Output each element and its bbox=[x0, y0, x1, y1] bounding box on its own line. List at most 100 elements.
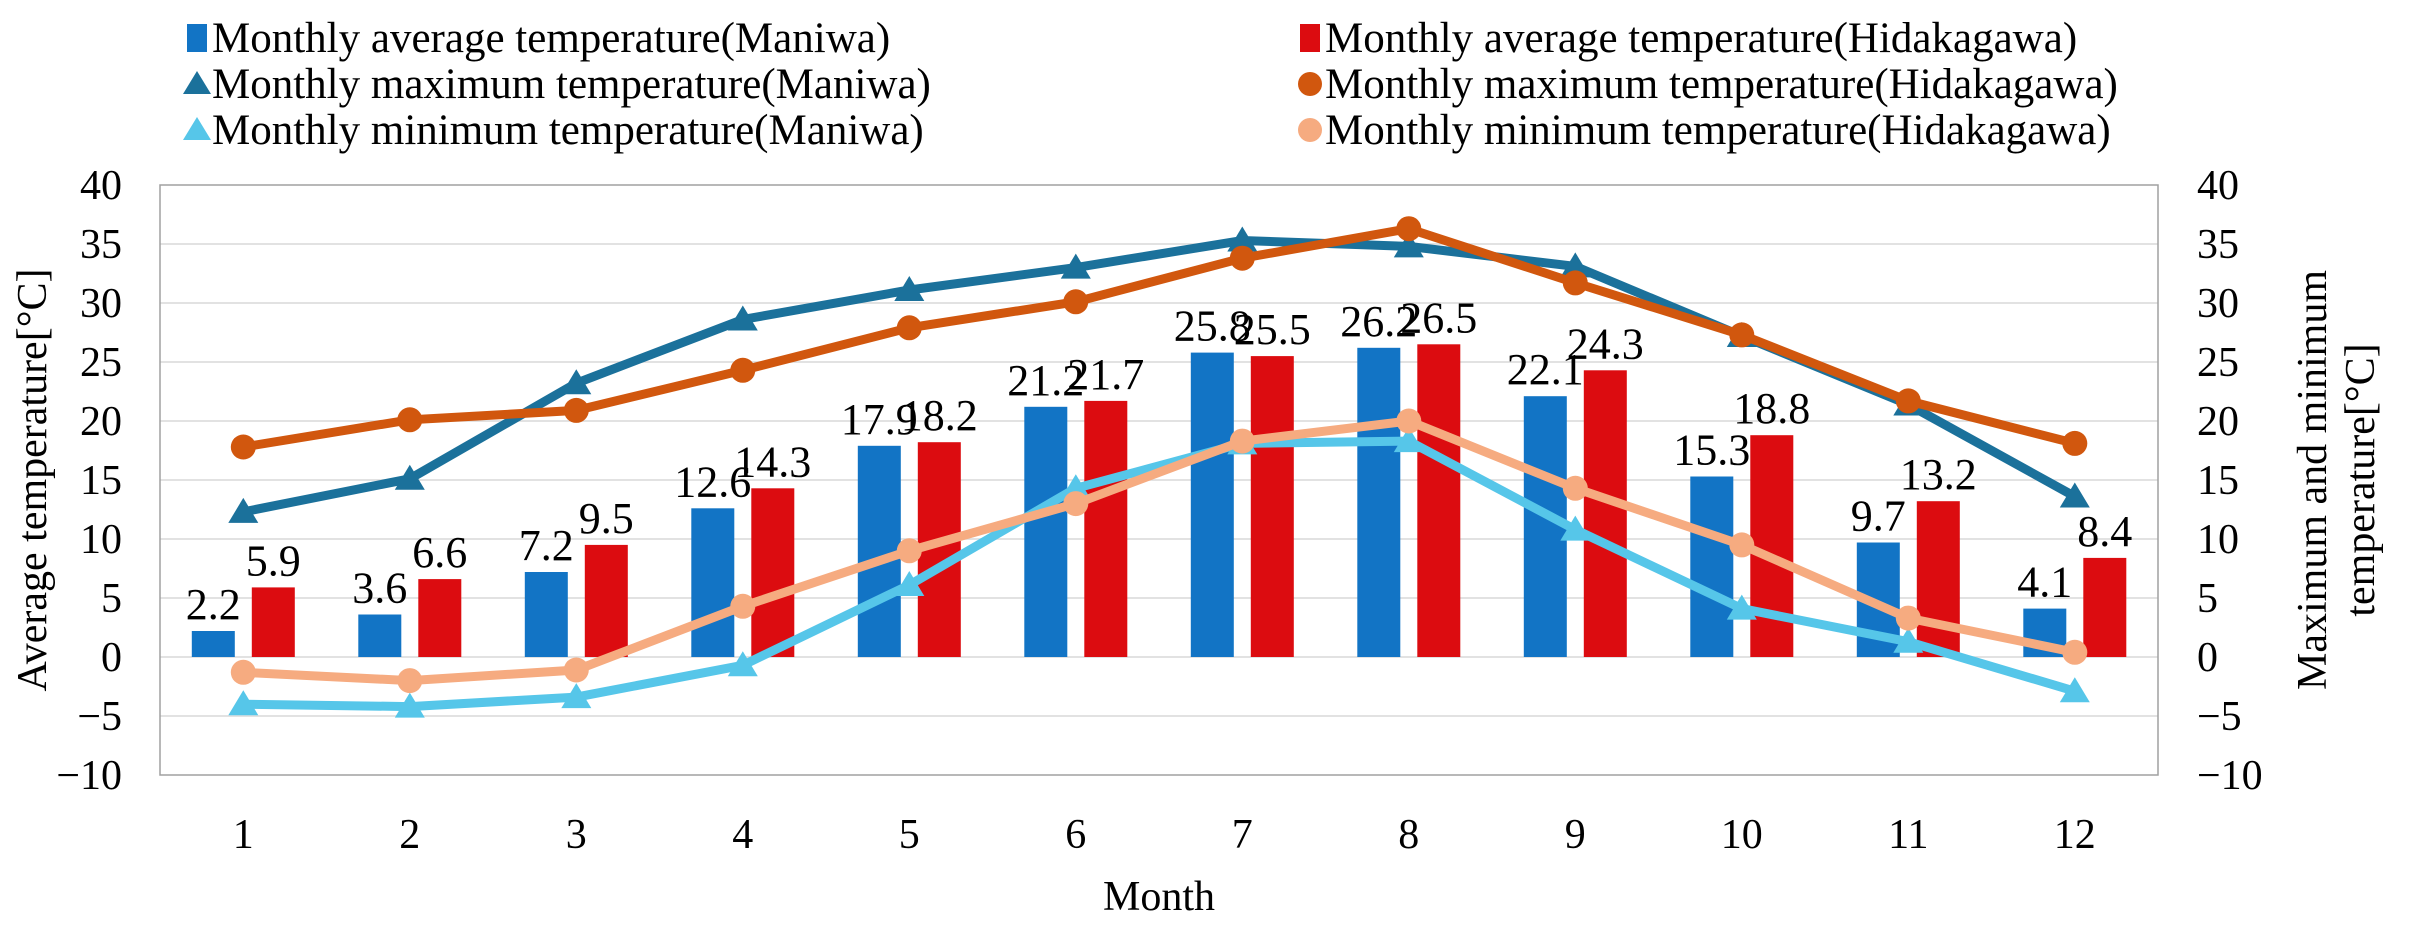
right-axis-tick: 35 bbox=[2197, 222, 2239, 268]
bar-avg_hidakagawa-m12 bbox=[2083, 557, 2127, 657]
data-label-avg_maniwa-m5: 17.9 bbox=[841, 395, 918, 444]
data-label-avg_hidakagawa-m11: 13.2 bbox=[1900, 450, 1977, 499]
marker-circle-min_hidakagawa bbox=[1895, 605, 1921, 631]
bar-avg_hidakagawa-m10 bbox=[1750, 435, 1794, 657]
left-axis-tick: 5 bbox=[101, 576, 122, 622]
bar-avg_hidakagawa-m11 bbox=[1916, 501, 1960, 657]
data-label-avg_hidakagawa-m3: 9.5 bbox=[579, 494, 634, 543]
month-tick-label: 5 bbox=[899, 812, 920, 858]
bar-avg_maniwa-m3 bbox=[524, 572, 568, 657]
marker-triangle-max_maniwa bbox=[1060, 253, 1091, 279]
marker-circle-max_hidakagawa bbox=[2062, 430, 2088, 456]
marker-triangle-max_maniwa bbox=[1227, 226, 1258, 252]
bar-avg_maniwa-m2 bbox=[358, 614, 402, 657]
data-label-avg_hidakagawa-m2: 6.6 bbox=[412, 528, 467, 577]
month-tick-label: 1 bbox=[233, 812, 254, 858]
right-axis-tick: 25 bbox=[2197, 340, 2239, 386]
right-axis-tick: −10 bbox=[2197, 753, 2263, 799]
bar-avg_maniwa-m7 bbox=[1190, 352, 1234, 657]
x-axis-labels: 1 2 3 4 5 6 7 8 9 10 11 12 bbox=[233, 812, 2096, 858]
right-axis-title-line1: Maximum and minimum bbox=[2290, 270, 2336, 690]
data-label-avg_maniwa-m7: 25.8 bbox=[1174, 302, 1251, 351]
left-axis-tick: −10 bbox=[56, 753, 122, 799]
marker-circle-max_hidakagawa bbox=[730, 357, 756, 383]
bar-avg_hidakagawa-m3 bbox=[584, 544, 628, 657]
marker-triangle-min_maniwa bbox=[394, 692, 425, 718]
data-label-avg_maniwa-m8: 26.2 bbox=[1340, 297, 1417, 346]
legend-marker-circle-max_hidakagawa bbox=[1298, 72, 1322, 96]
legend-label-max_maniwa: Monthly maximum temperature(Maniwa) bbox=[212, 61, 931, 108]
right-axis-tick: 40 bbox=[2197, 163, 2239, 209]
x-axis-title: Month bbox=[1103, 874, 1215, 920]
bar-avg_maniwa-m8 bbox=[1357, 347, 1401, 657]
line-min_maniwa bbox=[243, 436, 2077, 712]
marker-circle-max_hidakagawa bbox=[1229, 245, 1255, 271]
bar-avg_hidakagawa-m2 bbox=[418, 579, 462, 657]
right-axis-tick: 20 bbox=[2197, 399, 2239, 445]
legend-marker-triangle-min_maniwa bbox=[183, 117, 211, 140]
marker-circle-max_hidakagawa bbox=[1562, 270, 1588, 296]
left-axis-tick: 25 bbox=[80, 340, 122, 386]
marker-triangle-max_maniwa bbox=[1560, 252, 1591, 278]
line-min_hidakagawa bbox=[243, 416, 2076, 686]
legend-marker-square-avg_maniwa bbox=[187, 24, 207, 52]
legend-marker-triangle-max_maniwa bbox=[183, 71, 211, 94]
marker-triangle-min_maniwa bbox=[894, 571, 925, 596]
marker-circle-min_hidakagawa bbox=[230, 659, 256, 685]
lines bbox=[228, 216, 2090, 718]
bar-avg_hidakagawa-m6 bbox=[1084, 400, 1128, 657]
data-label-avg_maniwa-m2: 3.6 bbox=[352, 564, 407, 613]
data-label-avg_hidakagawa-m1: 5.9 bbox=[246, 536, 301, 585]
left-axis-title: Average temperature[°C] bbox=[10, 269, 56, 692]
marker-circle-max_hidakagawa bbox=[563, 397, 589, 423]
right-axis-tick: 10 bbox=[2197, 517, 2239, 563]
legend-label-avg_hidakagawa: Monthly average temperature(Hidakagawa) bbox=[1325, 15, 2077, 62]
month-tick-label: 8 bbox=[1398, 812, 1419, 858]
left-axis-tick: 40 bbox=[80, 163, 122, 209]
month-tick-label: 6 bbox=[1065, 812, 1086, 858]
right-axis-tick: −5 bbox=[2197, 694, 2242, 740]
right-axis-tick: 5 bbox=[2197, 576, 2218, 622]
month-tick-label: 3 bbox=[566, 812, 587, 858]
data-label-avg_hidakagawa-m4: 14.3 bbox=[734, 437, 811, 486]
marker-triangle-min_maniwa bbox=[561, 683, 592, 709]
bar-avg_hidakagawa-m4 bbox=[751, 488, 795, 657]
legend-marker-circle-min_hidakagawa bbox=[1298, 118, 1322, 142]
data-label-avg_hidakagawa-m6: 21.7 bbox=[1067, 350, 1144, 399]
legend-label-min_hidakagawa: Monthly minimum temperature(Hidakagawa) bbox=[1325, 107, 2111, 154]
data-label-avg_maniwa-m1: 2.2 bbox=[186, 580, 241, 629]
marker-circle-max_hidakagawa bbox=[896, 315, 922, 341]
data-label-avg_maniwa-m11: 9.7 bbox=[1851, 492, 1906, 541]
left-axis-tick: 15 bbox=[80, 458, 122, 504]
data-label-avg_hidakagawa-m8: 26.5 bbox=[1400, 293, 1477, 342]
data-label-avg_hidakagawa-m5: 18.2 bbox=[901, 391, 978, 440]
legend-label-max_hidakagawa: Monthly maximum temperature(Hidakagawa) bbox=[1325, 61, 2118, 108]
marker-circle-min_hidakagawa bbox=[896, 538, 922, 564]
bar-avg_hidakagawa-m9 bbox=[1583, 370, 1627, 657]
marker-triangle-max_maniwa bbox=[727, 305, 758, 331]
marker-triangle-max_maniwa bbox=[2059, 482, 2090, 508]
month-tick-label: 11 bbox=[1888, 812, 1928, 858]
gridlines bbox=[160, 243, 2158, 717]
month-tick-label: 2 bbox=[399, 812, 420, 858]
marker-triangle-max_maniwa bbox=[894, 276, 925, 301]
axis-tick-labels: 40 40 35 35 30 30 25 25 20 20 15 15 10 10 5 5 0 0 −5 −5 −10 −… bbox=[56, 163, 2262, 799]
bar-avg_maniwa-m9 bbox=[1523, 396, 1567, 657]
month-tick-label: 9 bbox=[1565, 812, 1586, 858]
month-tick-label: 4 bbox=[732, 812, 753, 858]
month-tick-label: 7 bbox=[1232, 812, 1253, 858]
data-label-avg_maniwa-m12: 4.1 bbox=[2017, 558, 2072, 607]
marker-circle-max_hidakagawa bbox=[1063, 289, 1089, 315]
month-tick-label: 12 bbox=[2054, 812, 2096, 858]
marker-triangle-min_maniwa bbox=[228, 690, 259, 716]
marker-triangle-min_maniwa bbox=[1893, 627, 1924, 653]
legend-label-avg_maniwa: Monthly average temperature(Maniwa) bbox=[212, 15, 890, 62]
marker-triangle-max_maniwa bbox=[1393, 232, 1424, 258]
marker-triangle-min_maniwa bbox=[1393, 427, 1424, 453]
data-label-avg_maniwa-m9: 22.1 bbox=[1507, 345, 1584, 394]
marker-circle-min_hidakagawa bbox=[1562, 475, 1588, 501]
left-axis-tick: 10 bbox=[80, 517, 122, 563]
bar-avg_maniwa-m6 bbox=[1024, 406, 1068, 657]
right-axis-tick: 15 bbox=[2197, 458, 2239, 504]
